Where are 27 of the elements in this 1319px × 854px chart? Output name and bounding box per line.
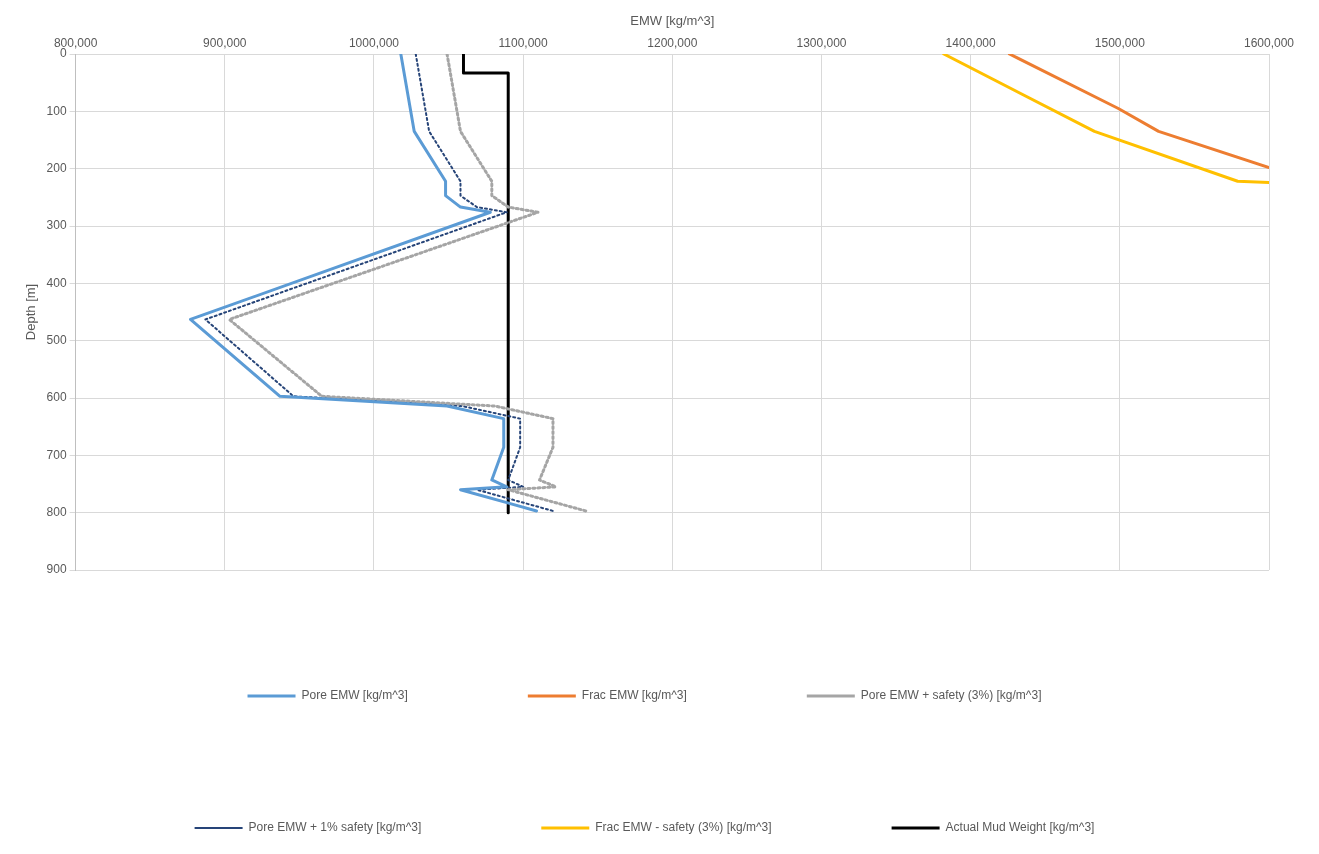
legend-label: Pore EMW [kg/m^3] — [301, 688, 408, 703]
legend-label: Pore EMW + 1% safety [kg/m^3] — [248, 820, 422, 835]
y-tick-label: 700 — [46, 447, 67, 462]
y-tick-label: 0 — [59, 46, 67, 61]
y-axis-title: Depth [m] — [23, 283, 39, 341]
y-tick-label: 900 — [46, 562, 67, 577]
x-tick-label: 1500,000 — [1094, 36, 1146, 51]
x-tick-label: 1400,000 — [945, 36, 996, 51]
y-tick-label: 300 — [46, 218, 67, 233]
y-tick-label: 200 — [46, 160, 67, 175]
x-tick-label: 1200,000 — [647, 36, 698, 51]
x-tick-label: 1600,000 — [1243, 36, 1295, 51]
y-tick-label: 100 — [46, 103, 67, 118]
x-tick-label: 1100,000 — [498, 36, 549, 51]
legend-label: Frac EMW - safety (3%) [kg/m^3] — [595, 820, 772, 835]
x-tick-label: 900,000 — [203, 36, 247, 51]
y-tick-label: 400 — [46, 275, 67, 290]
legend-label: Frac EMW [kg/m^3] — [581, 688, 687, 703]
legend-label: Pore EMW + safety (3%) [kg/m^3] — [860, 688, 1042, 703]
x-axis-title: EMW [kg/m^3] — [630, 13, 715, 29]
x-tick-label: 1000,000 — [348, 36, 400, 51]
line-series — [227, 54, 588, 513]
y-tick-label: 600 — [46, 390, 67, 405]
y-tick-label: 800 — [46, 504, 67, 519]
x-tick-label: 1300,000 — [796, 36, 847, 51]
y-tick-label: 500 — [46, 332, 67, 347]
legend-label: Actual Mud Weight [kg/m^3] — [945, 820, 1095, 835]
